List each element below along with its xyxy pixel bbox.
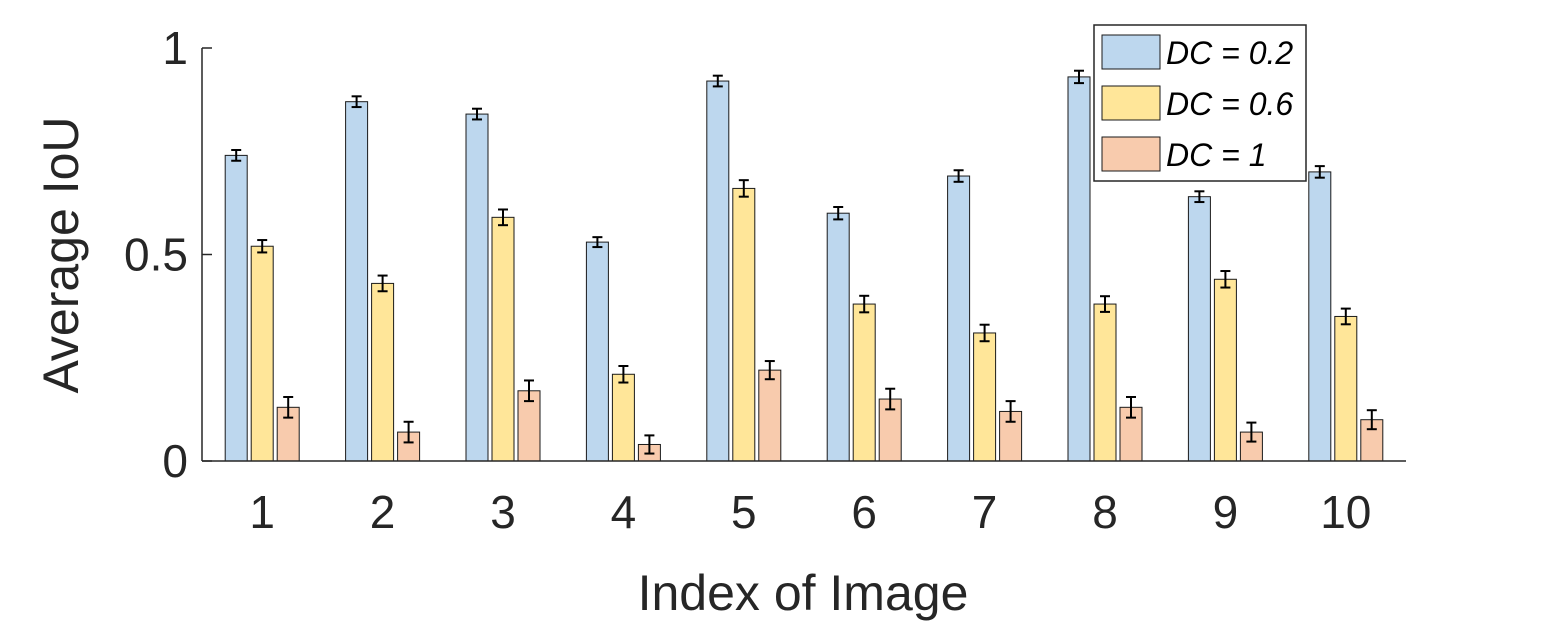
error-bar-9-series-1 xyxy=(1194,190,1205,204)
error-bar-5-series-1 xyxy=(712,74,723,88)
error-bar-6-series-1 xyxy=(833,206,844,221)
error-bar-6-series-2 xyxy=(859,294,870,314)
error-bar-10-series-3 xyxy=(1366,409,1377,431)
x-tick-label: 1 xyxy=(249,486,275,538)
bar-7-series-2 xyxy=(973,332,997,462)
bar-4-series-1 xyxy=(585,241,609,462)
bar-2-series-2 xyxy=(371,282,395,462)
bar-7-series-1 xyxy=(947,175,971,462)
error-bar-3-series-1 xyxy=(472,107,482,121)
bar-6-series-1 xyxy=(826,212,850,462)
error-bar-3-series-3 xyxy=(524,379,534,403)
error-bar-2-series-3 xyxy=(403,420,414,444)
legend-label: DC = 0.6 xyxy=(1166,86,1293,122)
bar-10-series-2 xyxy=(1334,315,1358,462)
bar-1-series-1 xyxy=(224,154,248,462)
error-bar-5-series-2 xyxy=(738,179,749,198)
error-bar-10-series-2 xyxy=(1340,307,1351,326)
y-axis-label: Average IoU xyxy=(33,116,89,393)
error-bar-8-series-3 xyxy=(1126,395,1136,419)
bar-9-series-1 xyxy=(1187,196,1211,462)
x-axis-label: Index of Image xyxy=(638,565,969,621)
error-bar-7-series-2 xyxy=(979,323,990,343)
error-bar-2-series-2 xyxy=(377,274,388,293)
y-tick-label: 1 xyxy=(162,22,188,74)
x-tick-label: 6 xyxy=(851,486,877,538)
error-bar-4-series-1 xyxy=(592,236,603,249)
error-bar-4-series-3 xyxy=(644,434,655,455)
bar-9-series-2 xyxy=(1213,278,1237,462)
error-bars-layer xyxy=(231,69,1377,455)
error-bar-5-series-3 xyxy=(764,360,775,381)
bar-6-series-2 xyxy=(852,303,876,462)
error-bar-1-series-3 xyxy=(283,395,294,419)
error-bar-7-series-3 xyxy=(1005,400,1016,423)
bar-2-series-1 xyxy=(345,101,369,462)
error-bar-4-series-2 xyxy=(618,365,629,384)
error-bar-8-series-1 xyxy=(1074,69,1084,85)
bar-1-series-2 xyxy=(250,245,274,462)
bar-3-series-2 xyxy=(491,216,515,462)
y-tick-label: 0.5 xyxy=(124,229,188,281)
error-bar-6-series-3 xyxy=(885,387,896,411)
y-tick-label: 0 xyxy=(162,435,188,487)
legend-swatch xyxy=(1101,85,1161,121)
labels-layer: Index of Image Average IoU xyxy=(33,116,968,621)
x-tick-label: 2 xyxy=(370,486,396,538)
x-tick-label: 9 xyxy=(1213,486,1239,538)
error-bar-2-series-1 xyxy=(351,95,362,109)
error-bar-1-series-2 xyxy=(257,239,268,254)
bar-3-series-1 xyxy=(465,113,489,462)
bar-10-series-1 xyxy=(1308,171,1332,462)
x-tick-label: 7 xyxy=(972,486,998,538)
bar-5-series-3 xyxy=(758,369,782,462)
x-tick-label: 5 xyxy=(731,486,757,538)
x-tick-label: 8 xyxy=(1092,486,1118,538)
bar-5-series-1 xyxy=(706,80,730,462)
bar-8-series-1 xyxy=(1067,76,1091,462)
error-bar-10-series-1 xyxy=(1314,165,1325,179)
error-bar-1-series-1 xyxy=(231,149,242,162)
legend-swatch xyxy=(1101,136,1161,172)
error-bar-8-series-2 xyxy=(1100,295,1110,313)
x-tick-label: 3 xyxy=(490,486,516,538)
error-bar-9-series-2 xyxy=(1220,270,1231,289)
legend-swatch xyxy=(1101,34,1161,70)
error-bar-7-series-1 xyxy=(953,169,964,183)
legend-label: DC = 0.2 xyxy=(1166,35,1293,71)
error-bar-9-series-3 xyxy=(1246,421,1257,443)
bar-4-series-2 xyxy=(611,373,635,462)
x-tick-label: 10 xyxy=(1320,486,1371,538)
error-bar-3-series-2 xyxy=(498,208,508,227)
legend-label: DC = 1 xyxy=(1166,137,1266,173)
bar-5-series-2 xyxy=(732,187,756,462)
bar-8-series-2 xyxy=(1093,303,1117,462)
axes-layer: 1 2 3 4 5 6 7 8 9 10 0 0.5 1 xyxy=(124,22,1406,538)
x-tick-label: 4 xyxy=(611,486,637,538)
legend: DC = 0.2 DC = 0.6 DC = 1 xyxy=(1093,24,1307,182)
